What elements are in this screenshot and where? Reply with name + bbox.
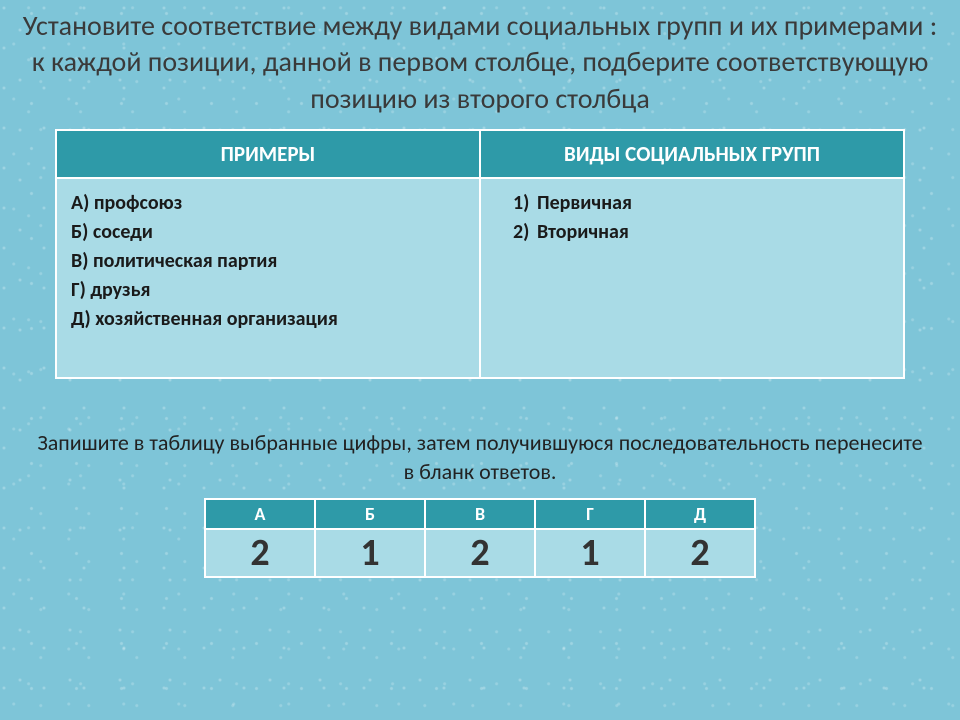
instruction-text: Запишите в таблицу выбранные цифры, зате… — [0, 429, 960, 486]
examples-cell: А) профсоюз Б) соседи В) политическая па… — [56, 178, 480, 378]
type-1-num: 1) — [513, 189, 537, 218]
examples-list: А) профсоюз Б) соседи В) политическая па… — [71, 189, 465, 334]
header-types: ВИДЫ СОЦИАЛЬНЫХ ГРУПП — [480, 130, 904, 178]
example-b: Б) соседи — [71, 218, 465, 247]
type-2-num: 2) — [513, 218, 537, 247]
answer-header-c: В — [425, 499, 535, 529]
example-e: Д) хозяйственная организация — [71, 305, 465, 334]
answer-c: 2 — [425, 529, 535, 577]
matching-table: ПРИМЕРЫ ВИДЫ СОЦИАЛЬНЫХ ГРУПП А) профсою… — [55, 129, 905, 379]
answer-d: 1 — [535, 529, 645, 577]
answer-a: 2 — [205, 529, 315, 577]
answer-header-a: А — [205, 499, 315, 529]
type-2: 2)Вторичная — [513, 218, 889, 247]
types-list: 1)Первичная 2)Вторичная — [495, 189, 889, 247]
slide-title: Установите соответствие между видами соц… — [0, 0, 960, 117]
example-a: А) профсоюз — [71, 189, 465, 218]
answer-table: А Б В Г Д 2 1 2 1 2 — [204, 498, 756, 578]
type-1-label: Первичная — [537, 191, 632, 215]
header-examples: ПРИМЕРЫ — [56, 130, 480, 178]
answer-header-b: Б — [315, 499, 425, 529]
answer-header-e: Д — [645, 499, 755, 529]
type-1: 1)Первичная — [513, 189, 889, 218]
answer-e: 2 — [645, 529, 755, 577]
example-d: Г) друзья — [71, 276, 465, 305]
answer-header-d: Г — [535, 499, 645, 529]
answer-b: 1 — [315, 529, 425, 577]
example-c: В) политическая партия — [71, 247, 465, 276]
type-2-label: Вторичная — [537, 220, 629, 244]
types-cell: 1)Первичная 2)Вторичная — [480, 178, 904, 378]
slide: Установите соответствие между видами соц… — [0, 0, 960, 720]
